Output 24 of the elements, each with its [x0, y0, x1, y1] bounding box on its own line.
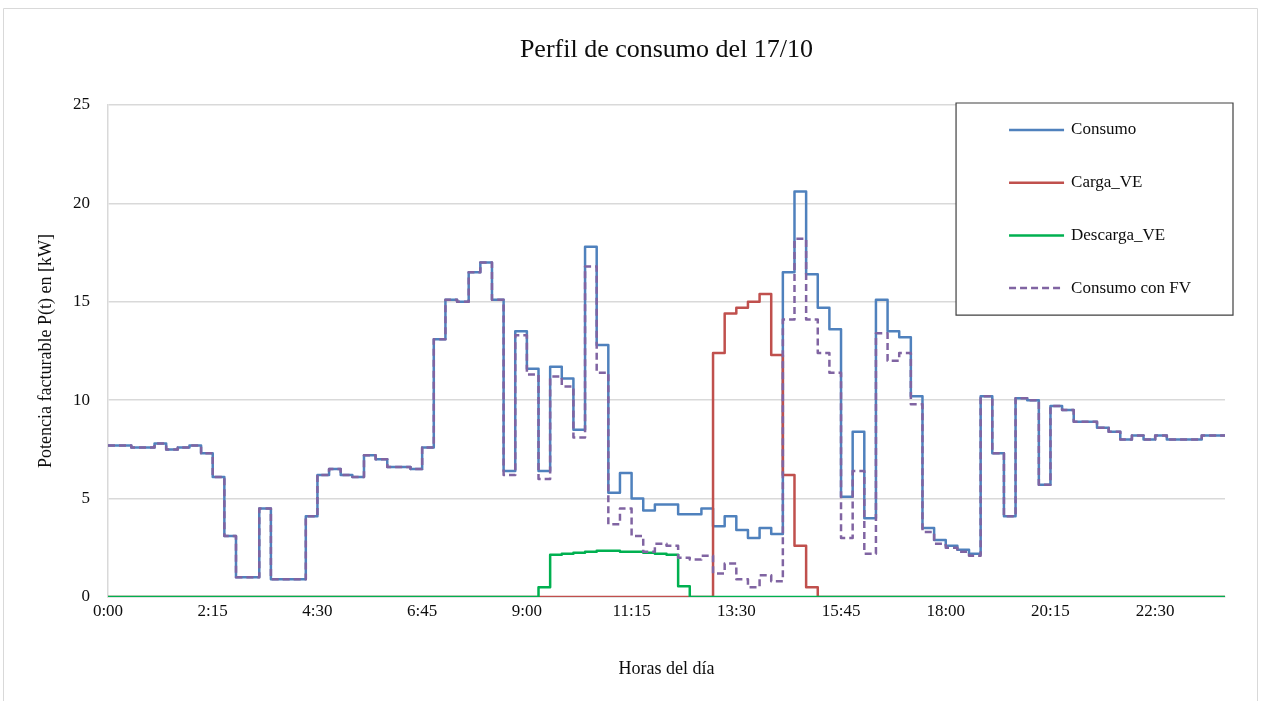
x-tick-label: 2:15	[197, 600, 228, 620]
y-tick-label: 10	[73, 389, 90, 409]
y-tick-label: 0	[81, 586, 90, 606]
legend-label: Descarga_VE	[1071, 224, 1166, 244]
x-axis-title: Horas del día	[618, 657, 715, 678]
x-tick-label: 11:15	[612, 600, 651, 620]
x-tick-label: 20:15	[1031, 600, 1070, 620]
y-axis-title: Potencia facturable P(t) en [kW]	[34, 234, 56, 468]
x-tick-label: 4:30	[302, 600, 333, 620]
legend-label: Consumo	[1071, 119, 1137, 139]
x-tick-label: 22:30	[1135, 600, 1175, 620]
x-tick-label: 13:30	[716, 600, 756, 620]
x-tick-label: 0:00	[92, 600, 124, 620]
x-tick-label: 18:00	[926, 600, 966, 620]
legend-label: Consumo con FV	[1071, 277, 1192, 297]
x-tick-label: 6:45	[407, 600, 438, 620]
y-tick-label: 25	[73, 94, 90, 114]
x-tick-label: 9:00	[511, 600, 542, 620]
x-tick-label: 15:45	[821, 600, 861, 620]
y-tick-label: 15	[73, 291, 90, 311]
legend-label: Carga_VE	[1071, 172, 1143, 192]
y-tick-label: 20	[73, 192, 90, 212]
y-tick-label: 5	[81, 488, 90, 508]
chart-title: Perfil de consumo del 17/10	[519, 33, 814, 63]
